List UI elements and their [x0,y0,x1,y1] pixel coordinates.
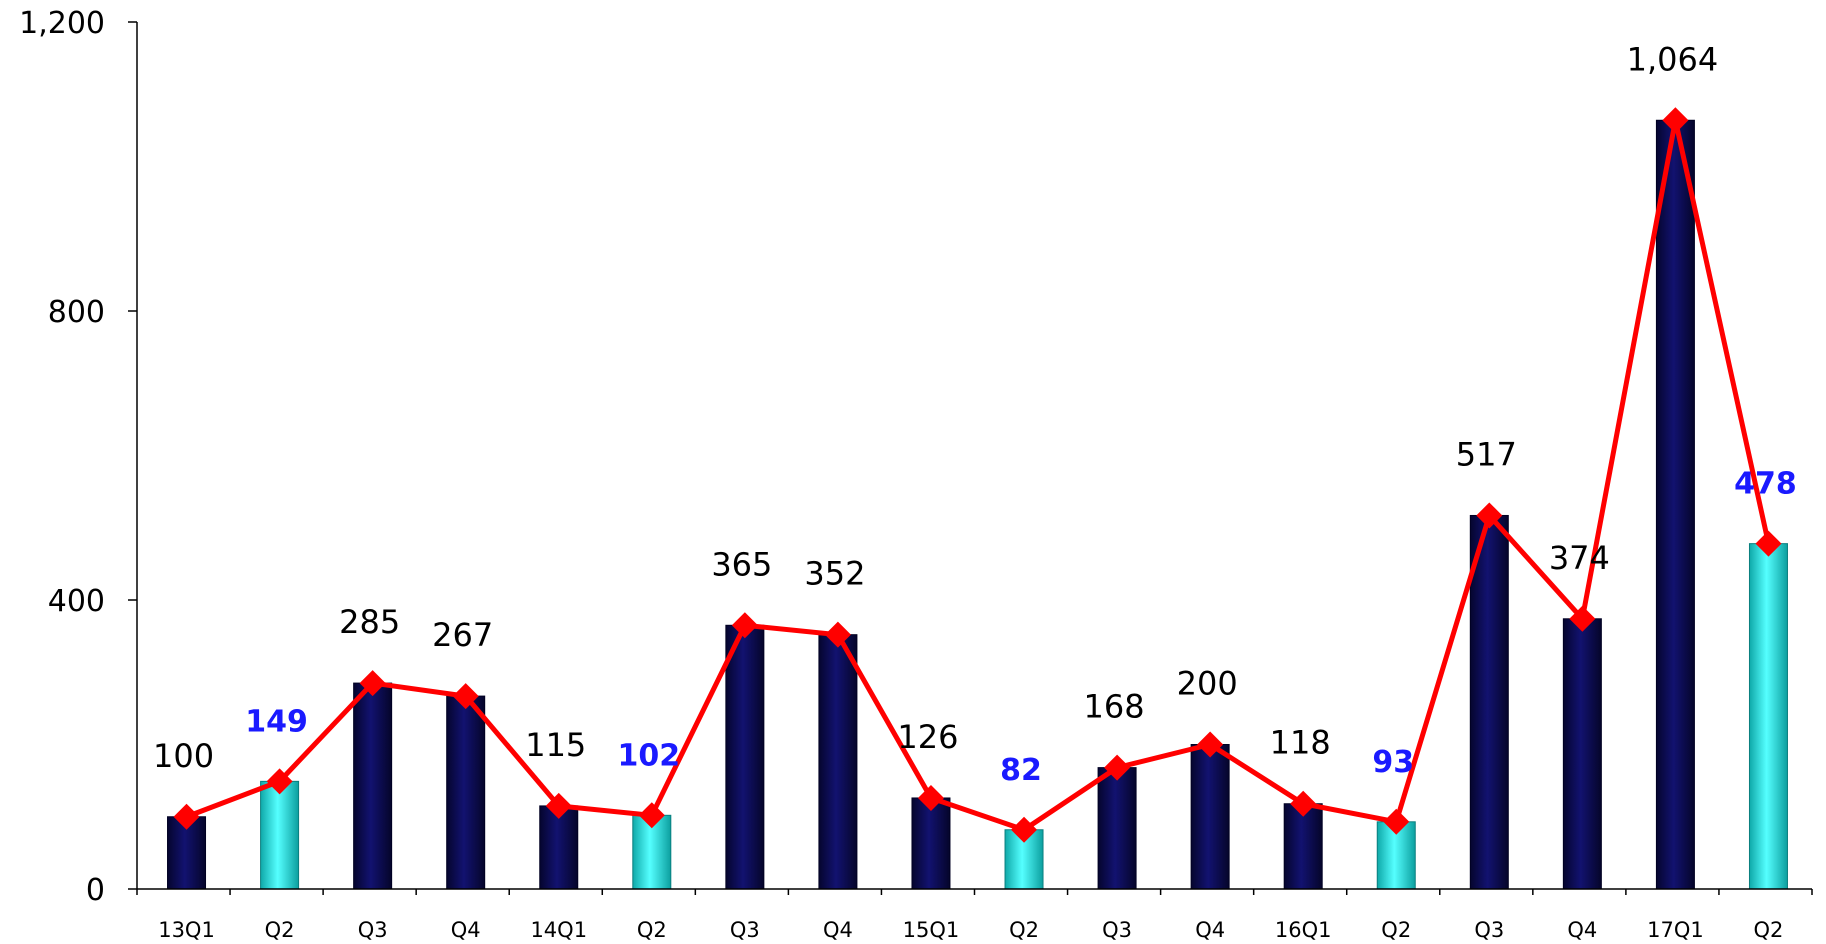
x-tick-label-0: 13Q1 [158,918,215,942]
data-label-7: 352 [804,555,865,593]
bar-16 [1655,119,1695,890]
data-label-11: 200 [1177,665,1238,703]
bar-15 [1562,618,1602,890]
data-label-8: 126 [897,718,958,756]
y-tick-label-1: 400 [48,584,105,619]
x-tick-label-8: 15Q1 [903,918,960,942]
x-tick-label-3: Q4 [451,918,481,942]
x-tick-label-11: Q4 [1195,918,1225,942]
y-tick-label-3: 1,200 [19,6,105,41]
line-marker-6 [731,612,758,639]
line-series [185,117,1771,833]
line-marker-7 [824,621,851,648]
data-label-5: 102 [617,738,680,773]
y-tick-label-0: 0 [86,873,105,908]
x-tick-label-2: Q3 [358,918,388,942]
line-marker-9 [1011,816,1038,843]
line-marker-15 [1569,605,1596,632]
x-tick-label-10: Q3 [1102,918,1132,942]
x-tick-label-7: Q4 [823,918,853,942]
x-tick-label-4: 14Q1 [530,918,587,942]
data-labels-group: 100 149 285 267 115 102 365 352 126 82 168 200 118 93… [153,40,1797,787]
bar-2 [353,682,393,890]
x-tick-label-6: Q3 [730,918,760,942]
x-tick-label-17: Q2 [1754,918,1784,942]
line-marker-2 [359,670,386,697]
bar-8 [911,797,951,890]
data-label-16: 1,064 [1627,40,1719,78]
bar-1 [260,780,300,890]
line-marker-13 [1383,808,1410,835]
line-marker-17 [1755,530,1782,557]
bar-11 [1190,744,1230,890]
bar-4 [539,805,579,890]
x-tick-label-1: Q2 [265,918,295,942]
data-label-3: 267 [432,616,493,654]
data-label-14: 517 [1456,435,1517,473]
line-series-group [173,107,1782,843]
line-marker-5 [638,802,665,829]
data-label-2: 285 [339,603,400,641]
line-marker-4 [545,792,572,819]
data-label-17: 478 [1734,467,1797,502]
x-tick-label-12: 16Q1 [1275,918,1332,942]
bar-6 [725,624,765,890]
data-label-0: 100 [153,737,214,775]
line-marker-8 [917,784,944,811]
x-tick-label-15: Q4 [1567,918,1597,942]
bar-14 [1469,514,1509,890]
axes-group: 0 400 800 1,200 13Q1 Q2 Q3 Q4 14Q1 Q2 Q3 Q4 15Q1 Q2 Q3… [19,6,1813,942]
line-marker-16 [1662,107,1689,134]
bar-17 [1748,543,1788,890]
bars-group [167,119,1788,890]
bar-10 [1097,767,1137,890]
line-marker-3 [452,683,479,710]
data-label-10: 168 [1084,688,1145,726]
bar-9 [1004,829,1044,890]
data-label-6: 365 [711,545,772,583]
line-marker-0 [173,803,200,830]
x-tick-label-16: 17Q1 [1647,918,1704,942]
data-label-13: 93 [1372,745,1414,780]
data-label-1: 149 [245,704,308,739]
line-marker-12 [1290,790,1317,817]
data-label-12: 118 [1270,724,1331,762]
y-tick-label-2: 800 [48,295,105,330]
data-label-15: 374 [1549,539,1610,577]
bar-3 [446,695,486,890]
x-tick-label-9: Q2 [1009,918,1039,942]
line-marker-1 [266,768,293,795]
data-label-9: 82 [1000,753,1042,788]
line-marker-11 [1197,731,1224,758]
data-label-4: 115 [525,726,586,764]
bar-7 [818,634,858,890]
x-tick-label-14: Q3 [1474,918,1504,942]
x-tick-label-13: Q2 [1381,918,1411,942]
line-marker-14 [1476,502,1503,529]
x-tick-label-5: Q2 [637,918,667,942]
line-marker-10 [1104,754,1131,781]
